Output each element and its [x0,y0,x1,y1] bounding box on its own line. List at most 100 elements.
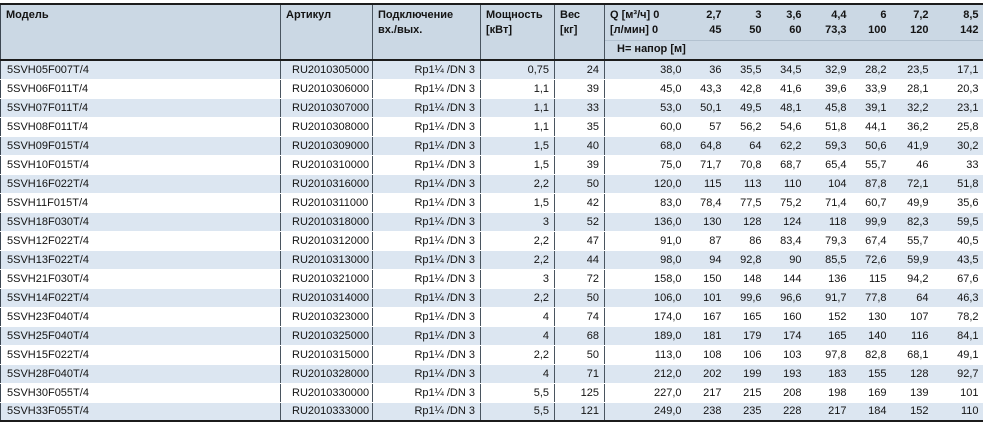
head-value-cell: 115 [851,269,892,289]
head-value-cell: 46,3 [933,288,983,308]
head-value-cell: 108 [686,345,727,365]
model-cell: 5SVH14F022T/4 [0,288,281,308]
connection-cell: Rp1¼ /DN 3 [372,402,481,422]
connection-cell: Rp1¼ /DN 3 [372,269,481,289]
head-value-cell: 45,8 [806,98,852,118]
head-value-cell: 103 [766,345,807,365]
head-value-cell: 68,1 [891,345,934,365]
article-cell: RU2010323000 [280,307,373,327]
model-cell: 5SVH23F040T/4 [0,307,281,327]
header-power: Мощность [кВт] [480,4,555,61]
head-value-cell: 75,2 [766,193,807,213]
power-cell: 2,2 [480,288,555,308]
power-cell: 3 [480,212,555,232]
flow-lmin-label: 120 [910,24,929,37]
head-value-cell: 130 [686,212,727,232]
head-value-cell: 101 [933,383,983,403]
weight-cell: 50 [554,288,605,308]
head-value-cell: 34,5 [766,60,807,80]
article-cell: RU2010310000 [280,155,373,175]
head-value-cell: 87,8 [851,174,892,194]
model-cell: 5SVH09F015T/4 [0,136,281,156]
article-cell: RU2010328000 [280,364,373,384]
head-value-cell: 35,5 [726,60,767,80]
head-value-cell: 42,8 [726,79,767,99]
head-at-q0-cell: 212,0 [604,364,687,384]
head-value-cell: 94 [686,250,727,270]
connection-cell: Rp1¼ /DN 3 [372,383,481,403]
power-cell: 4 [480,364,555,384]
header-q-line1: Q [м³/ч] 0 [610,9,660,21]
article-cell: RU2010314000 [280,288,373,308]
head-value-cell: 86 [726,231,767,251]
model-cell: 5SVH16F022T/4 [0,174,281,194]
head-value-cell: 90 [766,250,807,270]
model-cell: 5SVH21F030T/4 [0,269,281,289]
connection-cell: Rp1¼ /DN 3 [372,326,481,346]
head-at-q0-cell: 83,0 [604,193,687,213]
article-cell: RU2010321000 [280,269,373,289]
head-value-cell: 36,2 [891,117,934,137]
head-value-cell: 46 [891,155,934,175]
head-value-cell: 118 [806,212,852,232]
head-value-cell: 155 [851,364,892,384]
head-value-cell: 92,7 [933,364,983,384]
model-cell: 5SVH05F007T/4 [0,60,281,80]
header-connection-line2: вх./вых. [378,24,423,37]
head-value-cell: 113 [726,174,767,194]
table-row: 5SVH11F015T/4 RU2010311000 Rp1¼ /DN 3 1,5 42… [0,193,983,213]
weight-cell: 50 [554,174,605,194]
table-row: 5SVH07F011T/4 RU2010307000 Rp1¼ /DN 3 1,1 33… [0,98,983,118]
head-value-cell: 48,1 [766,98,807,118]
table-row: 5SVH13F022T/4 RU2010313000 Rp1¼ /DN 3 2,2 44… [0,250,983,270]
model-cell: 5SVH12F022T/4 [0,231,281,251]
head-value-cell: 87 [686,231,727,251]
flow-lmin-label: 45 [709,24,722,37]
power-cell: 2,2 [480,250,555,270]
header-q-zero: Q [м³/ч] 0 [л/мин] 0 [604,4,687,41]
connection-cell: Rp1¼ /DN 3 [372,60,481,80]
head-at-q0-cell: 120,0 [604,174,687,194]
weight-cell: 71 [554,364,605,384]
head-value-cell: 152 [891,402,934,422]
head-value-cell: 235 [726,402,767,422]
head-value-cell: 148 [726,269,767,289]
head-value-cell: 82,3 [891,212,934,232]
head-value-cell: 36 [686,60,727,80]
head-value-cell: 228 [766,402,807,422]
header-flow-col: 3 50 [726,4,767,41]
head-value-cell: 179 [726,326,767,346]
head-value-cell: 79,3 [806,231,852,251]
head-at-q0-cell: 249,0 [604,402,687,422]
connection-cell: Rp1¼ /DN 3 [372,364,481,384]
head-value-cell: 130 [851,307,892,327]
table-row: 5SVH23F040T/4 RU2010323000 Rp1¼ /DN 3 4 74 17… [0,307,983,327]
power-cell: 5,5 [480,383,555,403]
article-cell: RU2010325000 [280,326,373,346]
weight-cell: 39 [554,155,605,175]
power-cell: 1,5 [480,155,555,175]
head-at-q0-cell: 91,0 [604,231,687,251]
power-cell: 1,5 [480,193,555,213]
head-value-cell: 71,4 [806,193,852,213]
head-value-cell: 17,1 [933,60,983,80]
article-cell: RU2010309000 [280,136,373,156]
head-value-cell: 28,2 [851,60,892,80]
head-value-cell: 59,9 [891,250,934,270]
head-at-q0-cell: 113,0 [604,345,687,365]
power-cell: 4 [480,307,555,327]
weight-cell: 52 [554,212,605,232]
flow-m3h-label: 3,6 [786,9,802,21]
head-at-q0-cell: 189,0 [604,326,687,346]
weight-cell: 68 [554,326,605,346]
article-cell: RU2010306000 [280,79,373,99]
weight-cell: 42 [554,193,605,213]
head-value-cell: 97,8 [806,345,852,365]
head-value-cell: 160 [766,307,807,327]
head-value-cell: 150 [686,269,727,289]
head-value-cell: 71,7 [686,155,727,175]
weight-cell: 33 [554,98,605,118]
model-cell: 5SVH28F040T/4 [0,364,281,384]
head-at-q0-cell: 60,0 [604,117,687,137]
head-value-cell: 50,6 [851,136,892,156]
